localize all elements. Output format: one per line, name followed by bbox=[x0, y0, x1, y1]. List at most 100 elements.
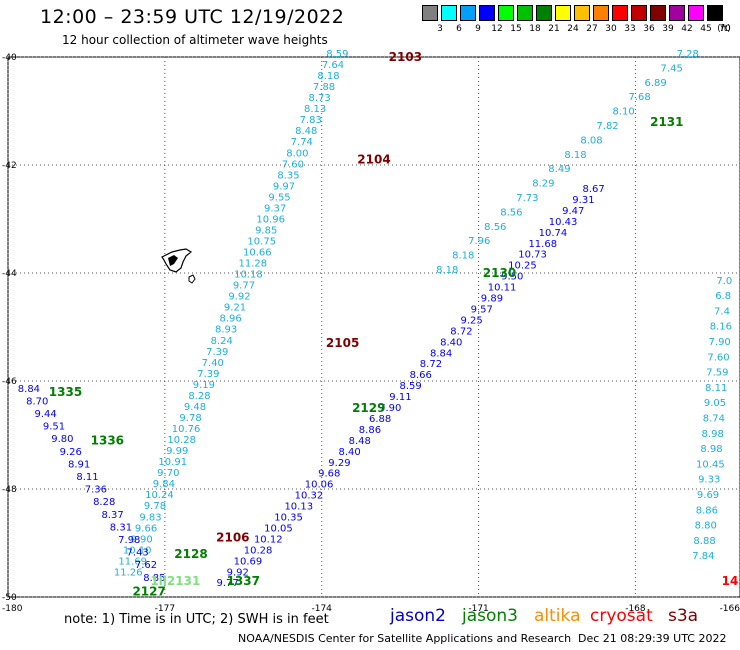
lat-label: -48 bbox=[2, 485, 17, 495]
swh-value: 10.96 bbox=[256, 214, 285, 225]
legend-swatch bbox=[498, 5, 514, 21]
swh-value: 10.76 bbox=[172, 424, 201, 435]
swh-value: 8.18 bbox=[436, 265, 458, 276]
swh-value: 9.31 bbox=[572, 195, 594, 206]
swh-value: 8.11 bbox=[705, 383, 727, 394]
swh-value: 10.25 bbox=[508, 261, 537, 272]
footnote: note: 1) Time is in UTC; 2) SWH is in fe… bbox=[64, 612, 329, 627]
swh-value: 8.70 bbox=[26, 396, 48, 407]
lat-label: -50 bbox=[2, 593, 17, 603]
map-subtitle: 12 hour collection of altimeter wave hei… bbox=[62, 33, 328, 47]
legend-label: 30 bbox=[605, 24, 617, 34]
track-edge: 7.0 6.8 7.4 8.16 7.90 7.60 7.59 8.11 9.05 8.74 8.9… bbox=[692, 276, 732, 562]
swh-value: 9.66 bbox=[135, 523, 157, 534]
swh-value: 7.59 bbox=[706, 368, 728, 379]
track-2105: 2105 bbox=[326, 336, 359, 350]
swh-value: 8.84 bbox=[18, 384, 40, 395]
swh-value: 7.60 bbox=[282, 159, 304, 170]
swh-value: 8.72 bbox=[420, 359, 442, 370]
legend-swatch bbox=[631, 5, 647, 21]
swh-value: 10.91 bbox=[158, 457, 187, 468]
swh-value: 8.80 bbox=[695, 521, 717, 532]
swh-value: 8.10 bbox=[612, 107, 634, 118]
swh-value: 9.05 bbox=[704, 398, 726, 409]
swh-value: 7.0 bbox=[716, 276, 732, 287]
swh-value: 9.97 bbox=[273, 181, 295, 192]
swh-value: 8.24 bbox=[211, 336, 233, 347]
swh-value: 7.36 bbox=[85, 485, 107, 496]
swh-value: 8.56 bbox=[484, 222, 506, 233]
chatham-islands bbox=[161, 248, 196, 284]
swh-value: 8.98 bbox=[702, 429, 724, 440]
swh-value: 8.91 bbox=[68, 459, 90, 470]
legend-label: 6 bbox=[456, 24, 462, 34]
swh-value: 8.13 bbox=[304, 104, 326, 115]
swh-value: 9.89 bbox=[481, 294, 503, 305]
swh-value: 10.32 bbox=[295, 491, 324, 502]
track-1ll2131: 1ll2131 bbox=[150, 574, 200, 588]
track-2103: 2103 bbox=[389, 50, 422, 64]
swh-value: 7.45 bbox=[661, 63, 683, 74]
swh-value: 8.59 bbox=[326, 49, 348, 60]
track-2127: 2127 bbox=[132, 585, 165, 599]
swh-value: 9.90 bbox=[130, 534, 152, 545]
swh-value: 8.08 bbox=[580, 135, 602, 146]
mission-s3a: s3a bbox=[668, 606, 699, 626]
swh-value: 9.33 bbox=[698, 475, 720, 486]
timestamp: Dec 21 08:29:39 UTC 2022 bbox=[578, 632, 727, 645]
legend-label: 70 bbox=[719, 24, 731, 34]
swh-value: 9.55 bbox=[268, 192, 290, 203]
legend-label: 24 bbox=[567, 24, 579, 34]
map-frame bbox=[7, 56, 740, 598]
swh-value: 8.28 bbox=[93, 497, 115, 508]
lon-label: -177 bbox=[155, 604, 175, 614]
swh-value: 8.28 bbox=[188, 391, 210, 402]
swh-value: 7.64 bbox=[322, 60, 344, 71]
legend-swatch bbox=[422, 5, 438, 21]
swh-value: 8.73 bbox=[308, 93, 330, 104]
swh-value: 8.35 bbox=[277, 170, 299, 181]
track-label: 2130 bbox=[483, 266, 516, 280]
lon-label: -168 bbox=[625, 604, 646, 614]
swh-value: 7.68 bbox=[628, 92, 650, 103]
swh-value: 9.19 bbox=[193, 380, 215, 391]
track-label: 1337 bbox=[227, 574, 260, 588]
track-2128: 2128 bbox=[174, 547, 207, 561]
swh-value: 9.11 bbox=[389, 392, 411, 403]
swh-value: 6.89 bbox=[645, 78, 667, 89]
lat-label: -42 bbox=[2, 161, 17, 171]
mission-cryosat: cryosat bbox=[590, 606, 653, 626]
legend-swatch bbox=[688, 5, 704, 21]
swh-value: 9.78 bbox=[179, 413, 201, 424]
swh-value: 6.8 bbox=[715, 291, 731, 302]
swh-value: 8.29 bbox=[532, 179, 554, 190]
swh-value: 7.83 bbox=[300, 115, 322, 126]
swh-value: 9.51 bbox=[43, 422, 65, 433]
swh-value: 9.77 bbox=[233, 281, 255, 292]
map-title: 12:00 – 23:59 UTC 12/19/2022 bbox=[40, 6, 345, 28]
swh-value: 8.18 bbox=[452, 251, 474, 262]
swh-value: 11.69 bbox=[118, 556, 147, 567]
swh-value: 10.18 bbox=[234, 270, 263, 281]
swh-value: 9.57 bbox=[471, 304, 493, 315]
swh-value: 10.11 bbox=[488, 283, 517, 294]
track-1335: 8.848.70 9.44 9.519.80 9.268.91 8.11 7.368.28… bbox=[18, 384, 166, 584]
swh-value: 9.50 bbox=[501, 272, 523, 283]
swh-value: 8.72 bbox=[450, 326, 472, 337]
swh-value: 8.18 bbox=[564, 150, 586, 161]
swh-value: 10.28 bbox=[167, 435, 196, 446]
axis-labels: -40 -42 -44 -46 -48 -50-180 -177 -174 -171 -168 -1… bbox=[2, 53, 740, 614]
swh-value: 10.12 bbox=[254, 534, 283, 545]
swh-value: 10.43 bbox=[549, 217, 578, 228]
swh-value: 9.83 bbox=[139, 512, 161, 523]
swh-value: 7.90 bbox=[709, 337, 731, 348]
legend-label: 27 bbox=[586, 24, 598, 34]
legend-label: 36 bbox=[643, 24, 655, 34]
swh-value: 7.73 bbox=[516, 193, 538, 204]
legend-swatch bbox=[593, 5, 609, 21]
swh-value: 7.98 bbox=[118, 535, 140, 546]
swh-value: 9.69 bbox=[697, 490, 719, 501]
track-label: 1335 bbox=[49, 385, 82, 399]
swh-value: 8.93 bbox=[215, 325, 237, 336]
